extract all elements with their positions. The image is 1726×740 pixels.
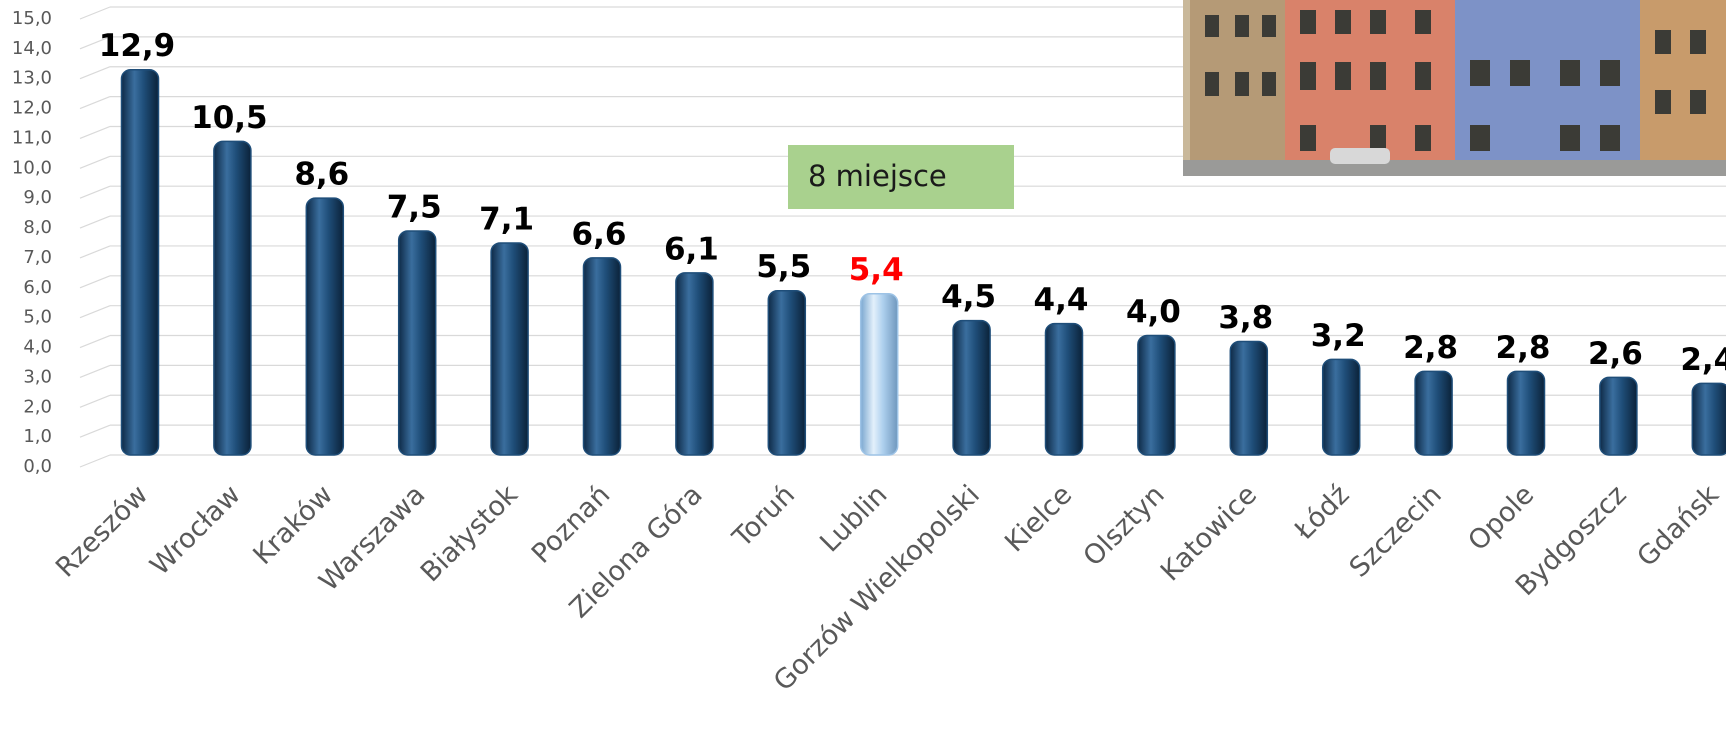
y-tick-label: 10,0 <box>12 157 52 178</box>
x-tick-label: Kraków <box>247 479 339 571</box>
value-label: 5,5 <box>756 249 811 285</box>
y-tick-label: 8,0 <box>23 217 52 238</box>
bar <box>1137 334 1176 456</box>
bar <box>120 68 160 456</box>
grid-line-depth <box>79 185 111 199</box>
value-label: 4,0 <box>1126 294 1181 330</box>
y-tick-label: 13,0 <box>12 68 52 89</box>
grid-line-depth <box>79 245 111 259</box>
y-tick-label: 5,0 <box>23 307 52 328</box>
value-label: 6,6 <box>572 216 627 252</box>
grid-line-depth <box>79 454 111 468</box>
value-label: 8,6 <box>294 157 349 193</box>
grid-line-depth <box>79 155 111 169</box>
bar <box>305 197 345 456</box>
bar <box>1506 370 1546 456</box>
x-tick-label: Olsztyn <box>1078 479 1171 572</box>
x-tick-label: Białystok <box>415 479 524 588</box>
x-tick-label: Kielce <box>999 479 1078 558</box>
x-tick-label: Wrocław <box>144 479 246 581</box>
grid-line-depth <box>79 125 111 140</box>
grid-line-depth <box>79 36 111 50</box>
value-label: 2,8 <box>1403 330 1458 366</box>
bar <box>859 292 899 456</box>
value-label: 6,1 <box>664 231 719 267</box>
y-tick-label: 6,0 <box>23 277 52 298</box>
bar <box>213 140 252 456</box>
x-tick-label: Szczecin <box>1344 479 1448 583</box>
y-tick-label: 2,0 <box>23 396 52 417</box>
grid-line-depth <box>79 215 111 229</box>
value-label: 10,5 <box>191 100 268 136</box>
bar <box>767 289 807 456</box>
value-label: 2,6 <box>1588 336 1643 372</box>
grid-line-depth <box>79 6 111 20</box>
value-label: 7,1 <box>479 201 534 237</box>
value-label: 7,5 <box>387 190 442 226</box>
grid-line-depth <box>79 394 111 408</box>
annotation: 8 miejsce <box>808 159 947 193</box>
photo <box>1183 0 1726 176</box>
value-label: 2,8 <box>1496 330 1551 366</box>
y-tick-label: 4,0 <box>23 337 52 358</box>
x-tick-label: Opole <box>1462 479 1540 557</box>
bar <box>1044 322 1084 456</box>
grid-line-depth <box>79 96 111 110</box>
y-tick-label: 12,0 <box>12 98 52 119</box>
bar <box>952 319 991 456</box>
bar <box>1599 376 1638 456</box>
grid-line-depth <box>79 364 111 378</box>
y-tick-label: 15,0 <box>12 8 52 29</box>
y-tick-label: 11,0 <box>12 127 52 148</box>
y-tick-label: 7,0 <box>23 247 52 268</box>
value-label: 2,4 <box>1680 342 1726 378</box>
y-tick-label: 9,0 <box>23 187 52 208</box>
y-tick-label: 1,0 <box>23 426 52 447</box>
bar <box>1414 370 1453 456</box>
bar <box>1691 382 1726 456</box>
value-label: 4,4 <box>1034 282 1089 318</box>
grid-line-depth <box>79 424 111 438</box>
value-label: 5,4 <box>849 252 904 288</box>
value-label: 3,8 <box>1218 300 1273 336</box>
annotation-box <box>788 145 1014 209</box>
y-tick-label: 0,0 <box>23 456 52 477</box>
bar <box>1321 358 1361 456</box>
grid-line-depth <box>79 275 111 289</box>
value-label: 3,2 <box>1311 318 1366 354</box>
x-tick-label: Gdańsk <box>1631 479 1725 573</box>
x-tick-label: Poznań <box>526 479 616 569</box>
value-label: 4,5 <box>941 279 996 315</box>
bar <box>1229 340 1269 456</box>
x-tick-label: Lublin <box>814 479 893 558</box>
grid-line-depth <box>79 305 111 319</box>
grid-line-depth <box>79 66 111 80</box>
x-tick-label: Łódź <box>1288 479 1355 546</box>
x-tick-label: Rzeszów <box>50 479 154 583</box>
grid-line-depth <box>79 334 111 349</box>
value-label: 12,9 <box>99 28 176 64</box>
y-tick-label: 14,0 <box>12 38 52 59</box>
bar <box>582 257 622 456</box>
x-tick-label: Toruń <box>726 479 801 554</box>
bar <box>397 230 437 456</box>
x-tick-label: Katowice <box>1155 479 1263 587</box>
bar <box>490 242 529 456</box>
bar <box>675 272 714 456</box>
y-tick-label: 3,0 <box>23 366 52 387</box>
